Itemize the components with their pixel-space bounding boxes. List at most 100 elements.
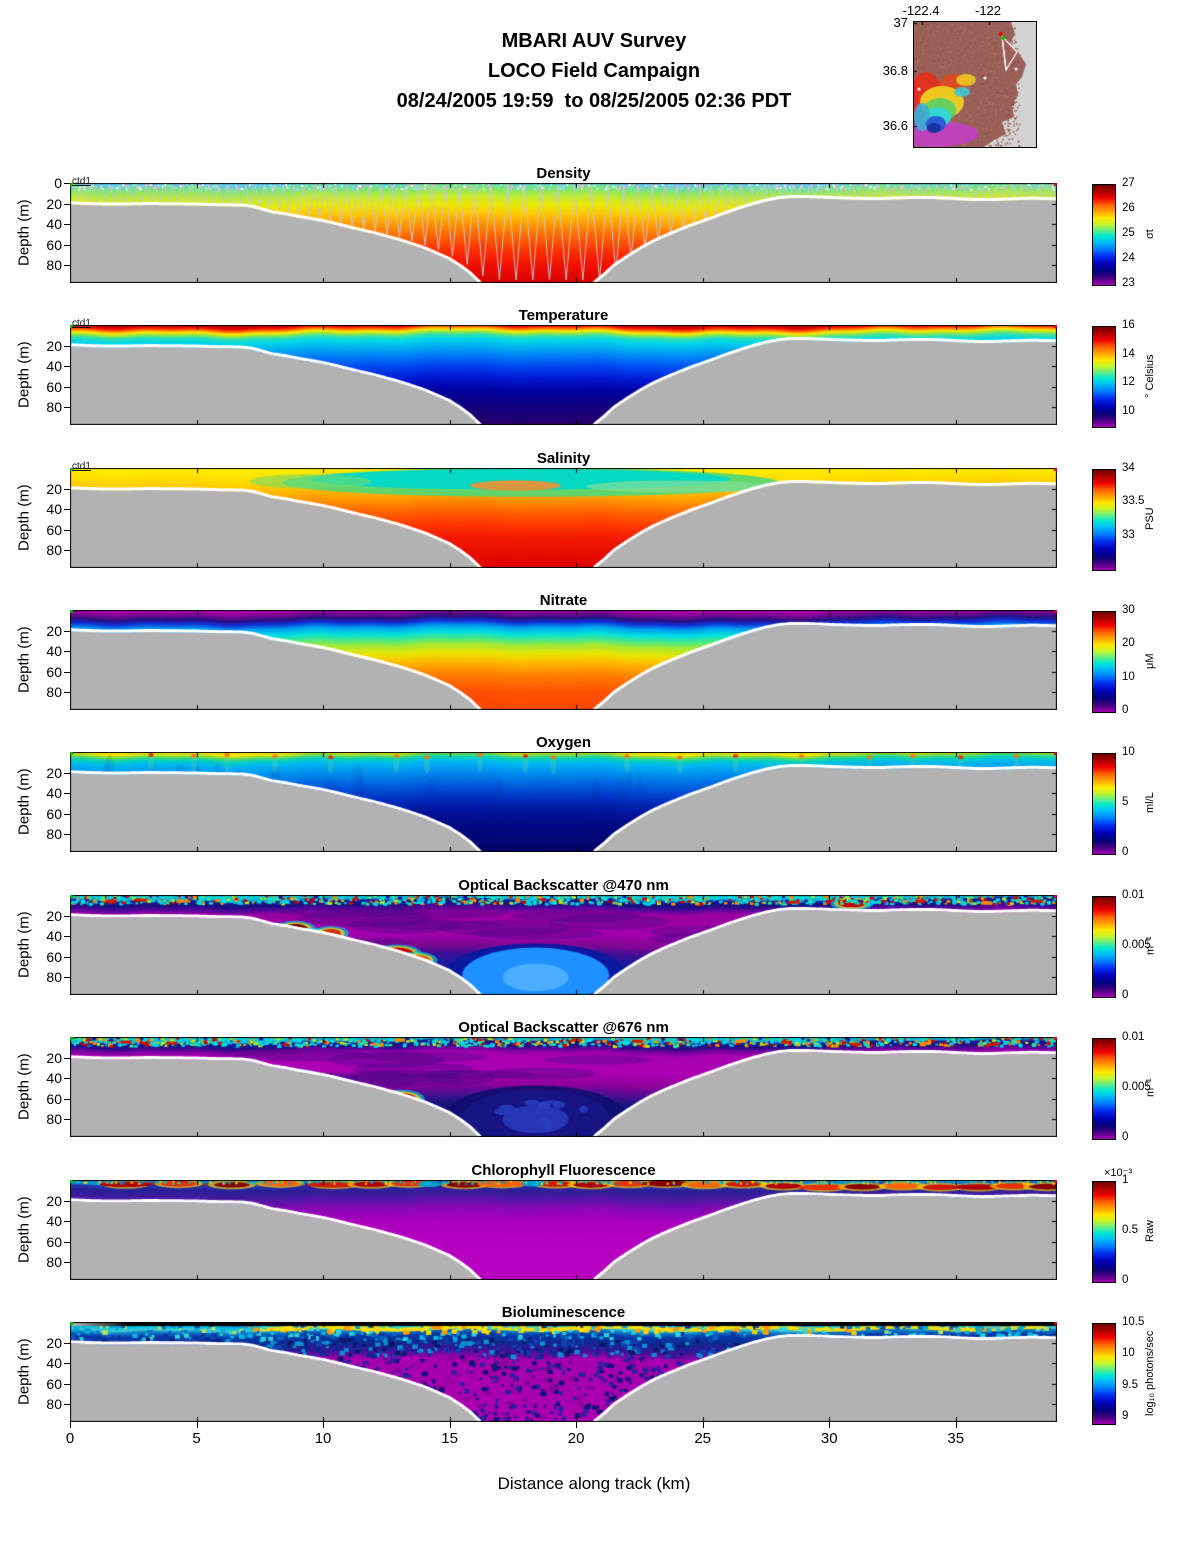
y-tick-mark bbox=[64, 1200, 70, 1202]
track-label-temperature: ctd1 bbox=[72, 318, 91, 329]
y-tick-label: 80 bbox=[46, 399, 62, 416]
y-tick-label: 60 bbox=[46, 521, 62, 538]
panel-title-oxygen: Oxygen bbox=[535, 734, 592, 751]
section-canvas-oxygen bbox=[70, 752, 1057, 852]
y-tick-mark bbox=[64, 671, 70, 673]
colorbar-tick-label: 0 bbox=[1122, 1131, 1129, 1143]
x-tick-label: 10 bbox=[314, 1430, 332, 1447]
colorbar-unit-oxygen: ml/L bbox=[1144, 792, 1156, 814]
colorbar-tick-label: 33.5 bbox=[1122, 495, 1145, 508]
x-tick-label: 5 bbox=[192, 1430, 201, 1447]
map-lat-tick: 37 bbox=[893, 15, 908, 30]
x-tick-label: 15 bbox=[441, 1430, 458, 1447]
colorbar-tick-label: 0 bbox=[1122, 989, 1129, 1001]
colorbar-unit-chl: Raw bbox=[1144, 1220, 1156, 1243]
section-canvas-temperature bbox=[70, 325, 1057, 425]
colorbar-nitrate bbox=[1092, 611, 1116, 713]
colorbar-tick-label: 30 bbox=[1122, 604, 1135, 616]
x-tick-mark bbox=[829, 1422, 831, 1428]
y-tick-label: 20 bbox=[46, 1334, 62, 1351]
y-tick-label: 60 bbox=[46, 378, 62, 395]
y-axis-label-temperature: Depth (m) bbox=[15, 341, 33, 409]
colorbar-tick-label: 10 bbox=[1122, 1347, 1135, 1360]
y-tick-label: 40 bbox=[46, 501, 62, 518]
y-tick-mark bbox=[64, 203, 70, 205]
colorbar-tick-label: 0.005 bbox=[1122, 939, 1151, 951]
panel-title-nitrate: Nitrate bbox=[539, 592, 588, 609]
x-tick-mark bbox=[449, 1422, 451, 1428]
y-tick-mark bbox=[64, 1383, 70, 1385]
figure-header: MBARI AUV Survey LOCO Field Campaign 08/… bbox=[0, 26, 1188, 116]
colorbar-tick-label: 12 bbox=[1122, 376, 1135, 389]
colorbar-tick-label: 23 bbox=[1122, 277, 1135, 289]
map-lon-tick: -122.4 bbox=[902, 3, 940, 18]
y-tick-label: 80 bbox=[46, 1254, 62, 1271]
colorbar-tick-label: 10.5 bbox=[1122, 1316, 1145, 1328]
section-canvas-chl bbox=[70, 1180, 1057, 1280]
y-tick-mark bbox=[64, 550, 70, 552]
x-tick-mark bbox=[196, 1422, 198, 1428]
y-tick-mark bbox=[64, 345, 70, 347]
y-axis-label-chl: Depth (m) bbox=[15, 1196, 33, 1264]
y-tick-mark bbox=[64, 366, 70, 368]
colorbar-tick-label: 33 bbox=[1122, 528, 1135, 541]
colorbar-tick-label: 14 bbox=[1122, 347, 1135, 360]
x-tick-mark bbox=[576, 1422, 578, 1428]
colorbar-tick-label: 20 bbox=[1122, 637, 1135, 650]
y-tick-mark bbox=[64, 183, 70, 184]
y-tick-label: 20 bbox=[46, 1192, 62, 1209]
y-tick-mark bbox=[64, 915, 70, 917]
y-tick-mark bbox=[64, 1241, 70, 1243]
y-tick-mark bbox=[64, 1262, 70, 1264]
x-tick-mark bbox=[702, 1422, 704, 1428]
colorbar-oxygen bbox=[1092, 753, 1116, 855]
colorbar-tick-label: 24 bbox=[1122, 252, 1135, 264]
y-tick-mark bbox=[64, 488, 70, 490]
figure-date-range: 08/24/2005 19:59 to 08/25/2005 02:36 PDT bbox=[396, 90, 792, 112]
x-tick-mark bbox=[323, 1422, 325, 1428]
colorbar-tick-label: 1 bbox=[1122, 1174, 1129, 1186]
colorbar-unit-nitrate: μM bbox=[1144, 653, 1156, 669]
colorbar-tick-label: 16 bbox=[1122, 319, 1135, 331]
colorbar-tick-label: 0.01 bbox=[1122, 889, 1145, 901]
colorbar-tick-label: 34 bbox=[1122, 462, 1135, 474]
colorbar-unit-biolum: log₁₀ photons/sec bbox=[1144, 1330, 1156, 1416]
y-axis-label-obs470: Depth (m) bbox=[15, 911, 33, 979]
y-tick-mark bbox=[64, 509, 70, 511]
y-tick-label: 80 bbox=[46, 542, 62, 559]
y-tick-mark bbox=[64, 1078, 70, 1080]
y-tick-mark bbox=[64, 793, 70, 795]
colorbar-unit-density: σt bbox=[1144, 229, 1156, 239]
y-tick-mark bbox=[64, 651, 70, 653]
y-tick-mark bbox=[64, 224, 70, 226]
y-tick-label: 40 bbox=[46, 1213, 62, 1230]
y-tick-mark bbox=[64, 1404, 70, 1406]
y-axis-label-oxygen: Depth (m) bbox=[15, 768, 33, 836]
colorbar-chl bbox=[1092, 1181, 1116, 1283]
y-tick-label: 0 bbox=[54, 175, 62, 191]
panel-title-obs470: Optical Backscatter @470 nm bbox=[458, 877, 669, 894]
section-canvas-biolum bbox=[70, 1322, 1057, 1422]
x-tick-label: 35 bbox=[947, 1430, 965, 1447]
y-tick-mark bbox=[64, 977, 70, 979]
x-tick-label: 0 bbox=[65, 1430, 75, 1447]
colorbar-tick-label: 10 bbox=[1122, 404, 1135, 417]
map-lat-tick: 36.6 bbox=[882, 118, 908, 133]
y-tick-label: 60 bbox=[46, 663, 62, 680]
y-tick-label: 40 bbox=[46, 928, 62, 945]
y-tick-label: 80 bbox=[46, 1396, 62, 1413]
y-axis-label-density: Depth (m) bbox=[15, 199, 33, 267]
colorbar-temperature bbox=[1092, 326, 1116, 428]
y-tick-mark bbox=[64, 244, 70, 246]
figure-subtitle: LOCO Field Campaign bbox=[487, 60, 701, 82]
map-lon-tick: -122 bbox=[974, 3, 1002, 18]
panel-title-salinity: Salinity bbox=[536, 450, 591, 467]
panel-title-chl: Chlorophyll Fluorescence bbox=[471, 1162, 656, 1179]
section-canvas-salinity bbox=[70, 468, 1057, 568]
colorbar-biolum bbox=[1092, 1323, 1116, 1425]
y-tick-label: 40 bbox=[46, 358, 62, 375]
colorbar-tick-label: 0 bbox=[1122, 704, 1129, 716]
y-tick-label: 60 bbox=[46, 805, 62, 822]
y-tick-label: 20 bbox=[46, 195, 62, 212]
colorbar-tick-label: 26 bbox=[1122, 202, 1135, 214]
